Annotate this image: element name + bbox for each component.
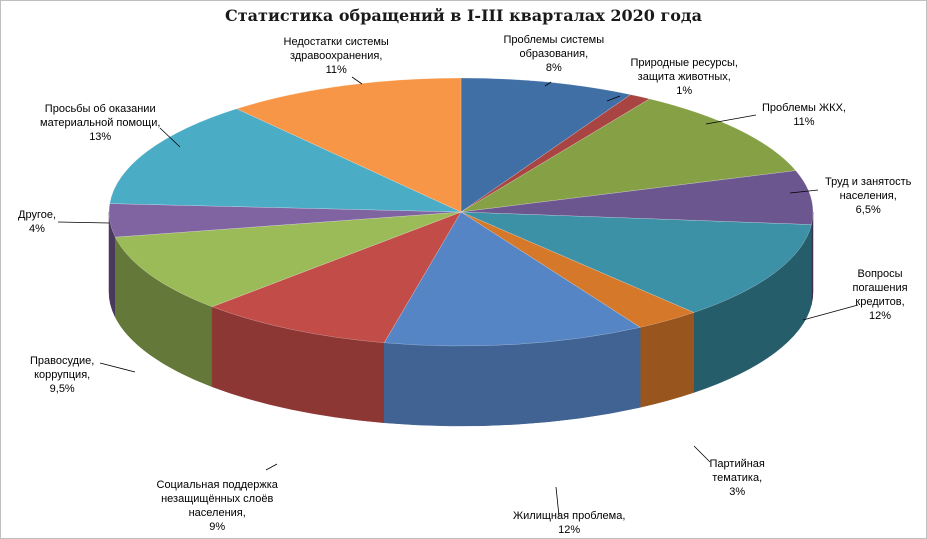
leader-line-3 bbox=[705, 114, 757, 125]
slice-label-4: Труд и занятость населения, 6,5% bbox=[825, 175, 911, 217]
slice-label-line: коррупция, bbox=[34, 369, 91, 381]
leader-line-9 bbox=[99, 362, 136, 373]
slice-percent: 9,5% bbox=[49, 383, 75, 395]
pie-slice-7 bbox=[383, 211, 641, 347]
slice-percent: 11% bbox=[325, 64, 347, 76]
slice-label-line: Жилищная проблема, bbox=[513, 510, 626, 522]
slice-label-line: Социальная поддержка bbox=[156, 479, 278, 491]
pie-slice-12 bbox=[236, 77, 462, 213]
leader-line-12 bbox=[351, 76, 363, 85]
leader-line-2 bbox=[606, 95, 621, 102]
leader-line-1 bbox=[544, 81, 552, 87]
slice-label-line: незащищённых слоёв bbox=[161, 493, 274, 505]
leader-line-6 bbox=[693, 445, 711, 463]
slice-percent: 12% bbox=[869, 310, 892, 322]
slice-label-line: Природные ресурсы, bbox=[630, 57, 738, 69]
slice-percent: 6,5% bbox=[855, 204, 881, 216]
slice-percent: 4% bbox=[29, 223, 45, 235]
slice-label-line: здравоохранения, bbox=[289, 50, 383, 62]
leader-line-7 bbox=[555, 486, 560, 517]
pie-slice-9 bbox=[114, 211, 462, 307]
pie-slice-1 bbox=[460, 77, 632, 213]
slice-percent: 3% bbox=[729, 486, 746, 498]
slice-label-1: Проблемы системы образования, 8% bbox=[504, 33, 605, 75]
slice-label-line: населения, bbox=[839, 190, 897, 202]
slice-label-line: Вопросы bbox=[857, 268, 903, 280]
slice-label-line: Партийная bbox=[709, 458, 765, 470]
slice-percent: 8% bbox=[545, 62, 562, 74]
pie-slice-8 bbox=[211, 211, 462, 343]
slice-label-3: Проблемы ЖКХ, 11% bbox=[762, 101, 846, 129]
slice-label-line: Правосудие, bbox=[30, 355, 95, 367]
slice-percent: 9% bbox=[209, 521, 226, 533]
slice-percent: 12% bbox=[558, 524, 581, 536]
slice-label-line: населения, bbox=[188, 507, 246, 519]
slice-label-line: тематика, bbox=[712, 472, 763, 484]
leader-line-11 bbox=[159, 127, 181, 148]
slice-label-line: кредитов, bbox=[855, 296, 905, 308]
pie-slice-4 bbox=[460, 170, 814, 225]
slice-label-10: Другое, 4% bbox=[18, 208, 56, 236]
slice-label-5: Вопросы погашения кредитов, 12% bbox=[853, 267, 908, 323]
slice-label-line: Просьбы об оказании bbox=[44, 103, 156, 115]
slice-label-6: Партийная тематика, 3% bbox=[710, 457, 765, 499]
leader-line-4 bbox=[789, 189, 819, 194]
slice-label-line: погашения bbox=[852, 282, 908, 294]
slice-percent: 11% bbox=[793, 116, 815, 128]
leader-line-10 bbox=[57, 221, 110, 224]
slice-percent: 1% bbox=[676, 85, 693, 97]
slice-label-line: Проблемы ЖКХ, bbox=[762, 102, 846, 114]
slice-label-8: Социальная поддержка незащищённых слоёв на… bbox=[157, 478, 278, 534]
slice-label-line: Труд и занятость bbox=[825, 176, 912, 188]
slice-label-12: Недостатки системы здравоохранения, 11% bbox=[284, 35, 389, 77]
slice-label-9: Правосудие, коррупция, 9,5% bbox=[30, 354, 94, 396]
leader-line-8 bbox=[265, 463, 278, 471]
slice-label-2: Природные ресурсы, защита животных, 1% bbox=[631, 56, 738, 98]
pie-slice-3 bbox=[460, 98, 797, 213]
slice-label-line: защита животных, bbox=[637, 71, 731, 83]
leader-line-5 bbox=[802, 304, 859, 321]
slice-percent: 13% bbox=[89, 131, 112, 143]
pie-slice-5 bbox=[460, 211, 812, 313]
slice-label-line: Другое, bbox=[18, 209, 57, 221]
slice-label-11: Просьбы об оказании материальной помощи, 1… bbox=[40, 102, 160, 144]
chart-title: Статистика обращений в I-III кварталах 2… bbox=[225, 6, 702, 25]
slice-label-line: Недостатки системы bbox=[283, 36, 389, 48]
slice-label-line: образования, bbox=[519, 48, 589, 60]
slice-label-line: материальной помощи, bbox=[40, 117, 161, 129]
pie-slice-11 bbox=[109, 108, 462, 213]
pie-side-6 bbox=[639, 312, 695, 408]
slice-label-7: Жилищная проблема, 12% bbox=[513, 509, 625, 537]
slice-label-line: Проблемы системы bbox=[503, 34, 605, 46]
